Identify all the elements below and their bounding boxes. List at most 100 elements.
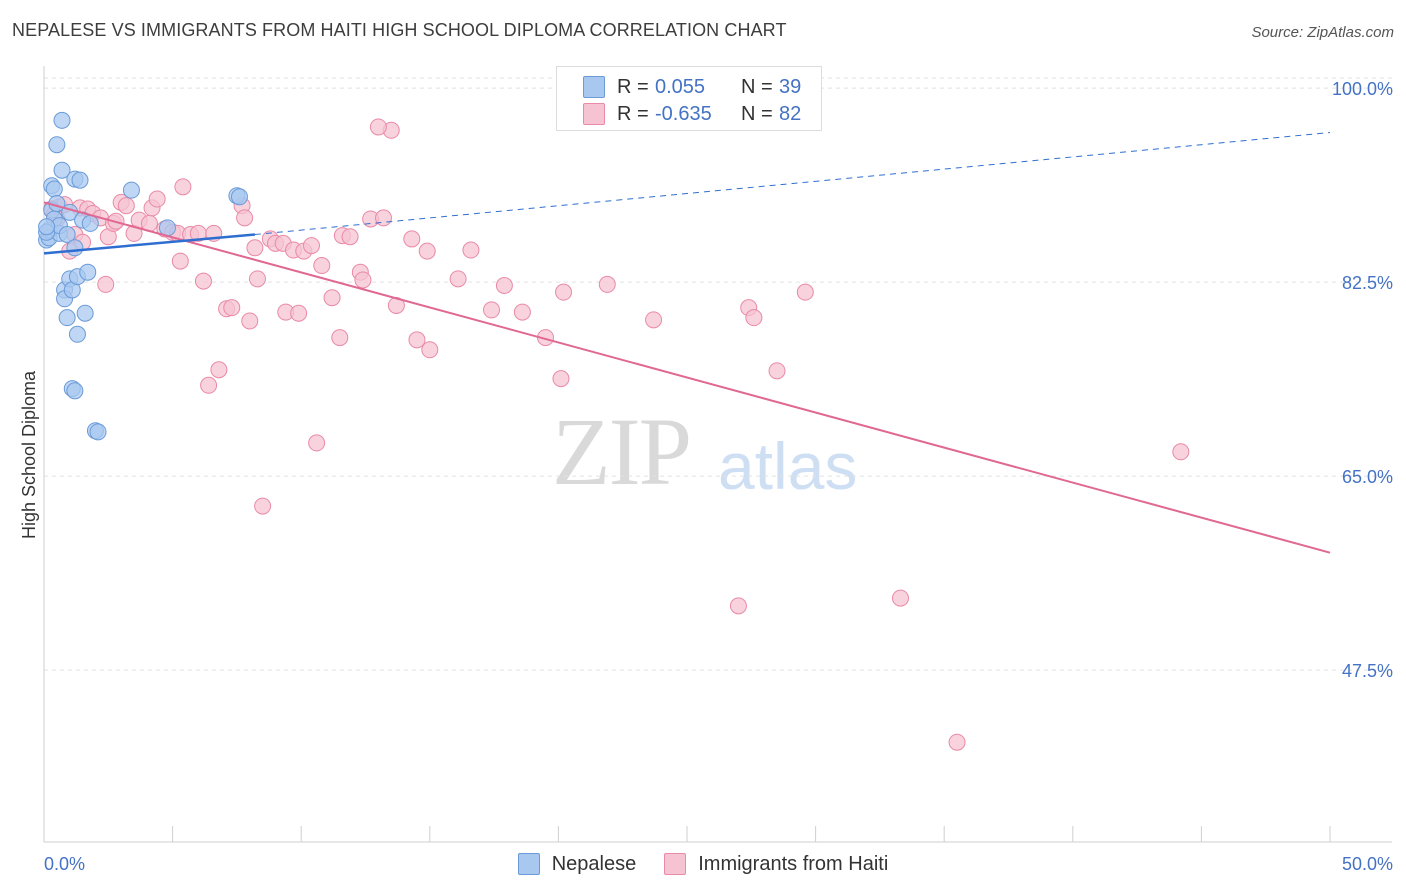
haiti-point <box>246 239 264 257</box>
haiti-point <box>308 434 326 452</box>
haiti-point <box>171 252 189 270</box>
haiti-point <box>745 309 763 327</box>
nepalese-point <box>58 309 76 327</box>
haiti-point <box>408 331 426 349</box>
stats-legend: R = 0.055 N = 39 R = -0.635 N = 82 <box>556 66 822 131</box>
legend-item-nepalese[interactable]: Nepalese <box>517 853 636 876</box>
nepalese-point <box>48 136 66 154</box>
y-tick-label: 100.0% <box>1332 79 1393 99</box>
haiti-point <box>555 283 573 301</box>
gridlines <box>44 77 1392 671</box>
haiti-point <box>148 190 166 208</box>
haiti-point <box>194 272 212 290</box>
haiti-point <box>210 361 228 379</box>
nepalese-point <box>66 382 84 400</box>
y-tick-label: 65.0% <box>1342 467 1393 487</box>
haiti-point <box>645 311 663 329</box>
nepalese-point <box>53 161 71 179</box>
tick-labels: 100.0% 82.5% 65.0% 47.5% 0.0% 50.0% <box>44 79 1393 874</box>
nepalese-point <box>58 226 76 244</box>
nepalese-point <box>71 171 89 189</box>
n-label: N = <box>741 75 773 98</box>
n-label: N = <box>741 102 773 125</box>
nepalese-swatch <box>517 853 540 875</box>
haiti-point <box>375 209 393 227</box>
nepalese-point <box>81 214 99 232</box>
haiti-point <box>331 329 349 347</box>
nepalese-trend-line <box>43 233 256 255</box>
haiti-point <box>513 303 531 321</box>
haiti-point <box>948 733 966 751</box>
stats-row-haiti: R = -0.635 N = 82 <box>583 101 801 127</box>
haiti-point <box>598 275 616 293</box>
nepalese-trend-extension <box>254 132 1331 236</box>
source-label: Source: ZipAtlas.com <box>1251 24 1394 41</box>
nepalese-swatch <box>583 76 605 98</box>
haiti-point <box>313 257 331 275</box>
haiti-point <box>117 197 135 215</box>
haiti-point <box>891 589 909 607</box>
haiti-point <box>174 178 192 196</box>
haiti-point <box>354 271 372 289</box>
haiti-point <box>421 341 439 359</box>
legend-label-haiti: Immigrants from Haiti <box>698 852 889 875</box>
r-label: R = <box>617 75 649 98</box>
haiti-point <box>729 597 747 615</box>
haiti-point <box>418 242 436 260</box>
r-value: 0.055 <box>655 75 706 98</box>
haiti-point <box>768 362 786 380</box>
nepalese-point <box>89 423 107 441</box>
haiti-point <box>223 299 241 317</box>
nepalese-point <box>230 188 248 206</box>
haiti-point <box>369 118 387 136</box>
haiti-point <box>403 230 421 248</box>
haiti-point <box>97 275 115 293</box>
y-tick-label: 47.5% <box>1342 661 1393 681</box>
chart-title: NEPALESE VS IMMIGRANTS FROM HAITI HIGH S… <box>12 20 787 40</box>
stats-row-nepalese: R = 0.055 N = 39 <box>583 74 801 100</box>
x-tick-label: 0.0% <box>44 854 85 874</box>
trend-lines <box>43 132 1331 554</box>
haiti-point <box>290 304 308 322</box>
n-value: 39 <box>779 75 802 98</box>
r-value: -0.635 <box>655 102 712 125</box>
series-nepalese-points <box>38 111 248 441</box>
watermark-zip: ZIP <box>552 398 692 505</box>
haiti-point <box>449 270 467 288</box>
y-tick-label: 82.5% <box>1342 273 1393 293</box>
nepalese-point <box>38 218 56 236</box>
nepalese-point <box>76 304 94 322</box>
nepalese-point <box>122 181 140 199</box>
n-value: 82 <box>779 102 802 125</box>
x-tick-label: 50.0% <box>1342 854 1393 874</box>
axes <box>43 66 1392 843</box>
legend-item-haiti[interactable]: Immigrants from Haiti <box>664 853 888 876</box>
haiti-point <box>796 283 814 301</box>
haiti-point <box>323 289 341 307</box>
series-legend: Nepalese Immigrants from Haiti <box>0 850 1406 878</box>
y-axis-label: High School Diploma <box>19 370 39 539</box>
haiti-swatch <box>583 103 605 125</box>
watermark-atlas: atlas <box>718 429 858 503</box>
haiti-point <box>254 497 272 515</box>
haiti-point <box>341 228 359 246</box>
haiti-point <box>462 241 480 259</box>
haiti-point <box>248 270 266 288</box>
series-haiti-points <box>43 118 1190 751</box>
haiti-point <box>495 276 513 294</box>
haiti-point <box>236 209 254 227</box>
haiti-point <box>552 370 570 388</box>
haiti-point <box>483 301 501 319</box>
haiti-point <box>241 312 259 330</box>
haiti-point <box>302 237 320 255</box>
r-label: R = <box>617 102 649 125</box>
nepalese-point <box>53 111 71 129</box>
nepalese-point <box>68 325 86 343</box>
haiti-swatch <box>664 853 687 875</box>
nepalese-point <box>66 239 84 257</box>
haiti-trend-line <box>43 201 1331 554</box>
nepalese-point <box>79 263 97 281</box>
haiti-point <box>200 376 218 394</box>
nepalese-point <box>45 180 63 198</box>
